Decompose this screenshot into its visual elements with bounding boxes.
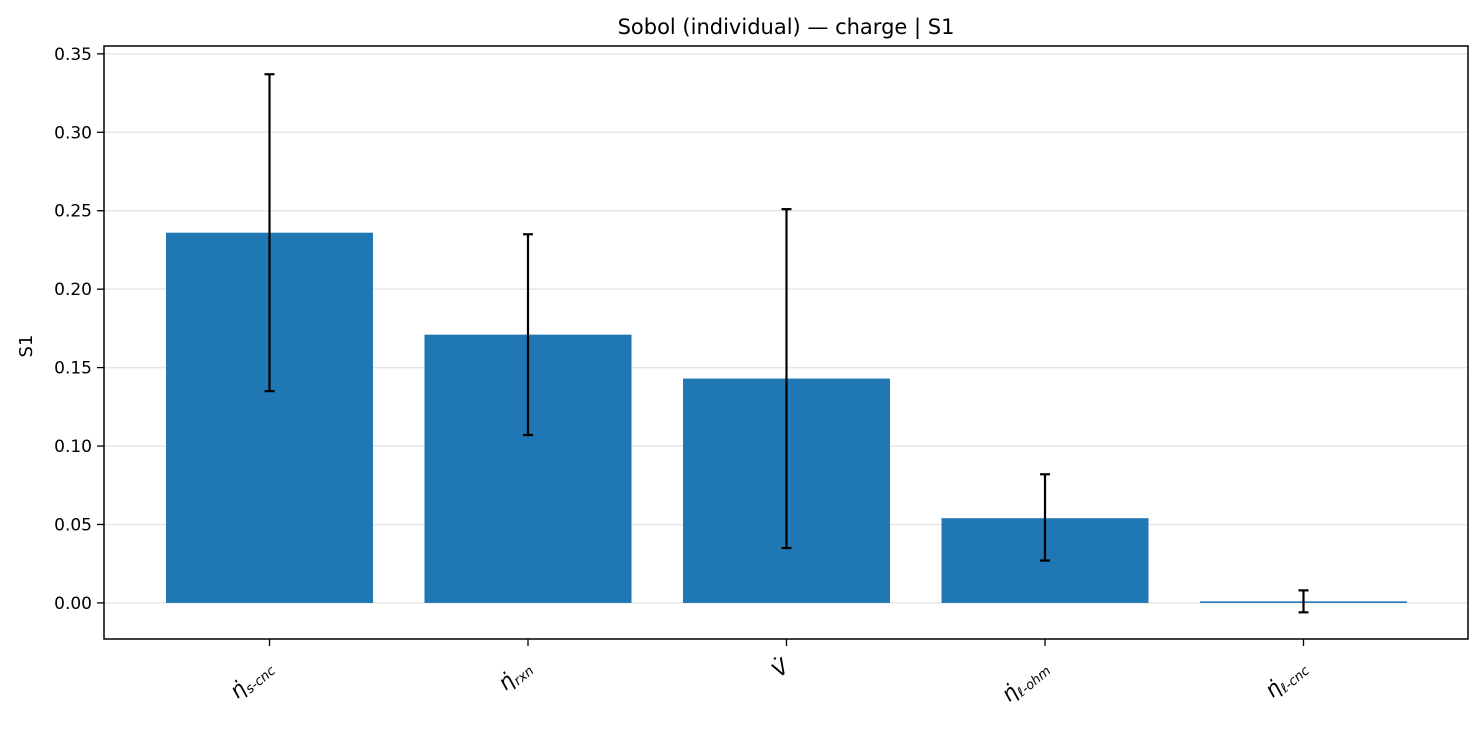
x-tick-label-subscript: ℓ-ohm: [1014, 664, 1054, 701]
y-tick-label: 0.20: [54, 280, 92, 300]
x-tick-label: η̇rxn: [493, 654, 537, 697]
y-tick-label: 0.00: [54, 594, 92, 614]
x-tick-label: η̇ℓ-ohm: [997, 654, 1054, 708]
y-tick-label: 0.35: [54, 45, 92, 65]
y-tick-label: 0.15: [54, 359, 92, 379]
y-axis-ticks: 0.00 0.05 0.10 0.15 0.20 0.25 0.30 0.35: [54, 45, 104, 614]
bars: [166, 232, 1407, 603]
x-tick-label: η̇s-cnc: [225, 654, 279, 705]
y-tick-label: 0.25: [54, 202, 92, 222]
chart-title: Sobol (individual) — charge | S1: [618, 15, 955, 40]
y-axis-label: S1: [16, 335, 37, 358]
x-tick-label: η̇ℓ-cnc: [1260, 654, 1313, 704]
error-bars: [264, 73, 1309, 614]
x-tick-label: V̇: [767, 653, 795, 682]
x-tick-label-base: V̇: [767, 653, 795, 682]
y-tick-label: 0.05: [54, 515, 92, 535]
y-tick-label: 0.30: [54, 123, 92, 143]
x-tick-label-subscript: s-cnc: [243, 664, 279, 697]
y-tick-label: 0.10: [54, 437, 92, 457]
x-axis-ticks: η̇s-cnc η̇rxn V̇ η̇ℓ-ohm η̇ℓ-cnc: [225, 639, 1313, 708]
